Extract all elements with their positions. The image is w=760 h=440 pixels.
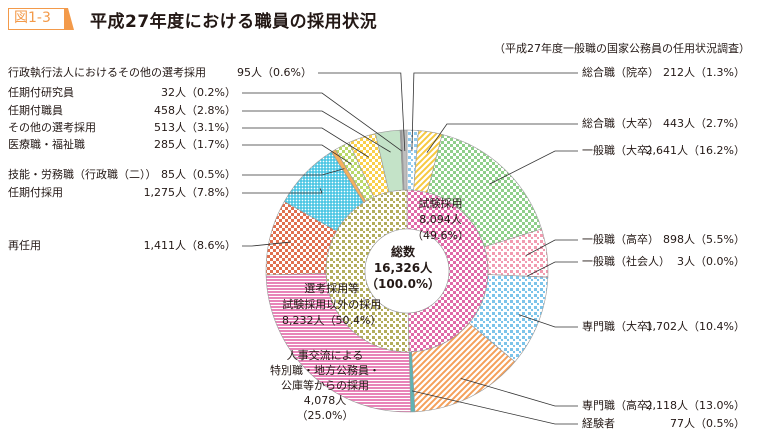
legend-label: 一般職（高卒） [582,233,659,246]
inner-exam-name: 試験採用 [418,197,463,210]
legend-label: 任期付採用 [8,186,63,199]
figure-label: 図1-3 [8,8,68,30]
legend-value: 1,411人（8.6%） [143,239,236,252]
leader-line [242,144,353,165]
legend-label: その他の選考採用 [8,121,96,134]
figure-label-tail [64,8,74,30]
leader-line [518,314,578,328]
exchange-label: 人事交流による 特別職・地方公務員・ 公庫等からの採用 4,078人 （25.0… [270,348,380,423]
leader-line [242,127,370,158]
leader-line [489,150,578,185]
leader-line [242,241,291,247]
legend-label: 医療職・福祉職 [8,138,85,151]
legend-value: 32人（0.2%） [161,86,236,99]
legend-label: 再任用 [8,239,41,252]
inner-label-selection: 選考採用等 試験採用以外の採用 8,232人（50.4%） [282,281,381,329]
legend-value: 212人（1.3%） [663,66,745,79]
legend-value: 2,118人（13.0%） [645,399,745,412]
legend-value: 3人（0.0%） [677,255,745,268]
legend-value: 77人（0.5%） [670,417,745,430]
legend-label: 経験者 [582,417,615,430]
legend-label: 総合職（大卒） [582,117,659,130]
exchange-label-line: 特別職・地方公務員・ [270,364,380,377]
exchange-label-line: （25.0%） [296,409,354,422]
legend-label: 任期付職員 [8,104,63,117]
leader-line [242,110,391,153]
leader-line [242,92,403,152]
exchange-label-line: 人事交流による [286,349,364,362]
legend-label: 専門職（高卒） [582,399,659,412]
center-total-value: 16,326人 [373,261,433,275]
center-total-pct: （100.0%） [366,277,440,291]
legend-value: 285人（1.7%） [154,138,236,151]
center-total: 総数 16,326人 （100.0%） [366,244,440,292]
inner-label-exam: 試験採用 8,094人 （49.6%） [412,196,469,244]
legend-value: 95人（0.6%） [237,66,312,79]
chart-title: 平成27年度における職員の採用状況 [90,12,378,32]
center-total-label: 総数 [390,245,415,259]
leader-line [426,123,578,153]
leader-line [411,72,578,152]
legend-value: 1,702人（10.4%） [645,320,745,333]
legend-value: 2,641人（16.2%） [645,144,745,157]
legend-label: 行政執行法人におけるその他の選考採用 [8,66,206,79]
leader-line [525,239,578,256]
exchange-label-line: 4,078人 [303,394,347,407]
legend-label: 一般職（大卒） [582,144,659,157]
inner-selection-name2: 試験採用以外の採用 [282,298,382,311]
leader-line [242,168,345,176]
legend-value: 443人（2.7%） [663,117,745,130]
leader-line [460,377,578,407]
legend-value: 898人（5.5%） [663,233,745,246]
inner-exam-pct: （49.6%） [412,229,469,242]
legend-value: 1,275人（7.8%） [143,186,236,199]
center-hole [364,228,450,314]
leader-line [526,261,578,277]
leader-line [411,390,578,425]
legend-label: 技能・労務職（行政職（二）） [8,168,157,181]
inner-selection-value: 8,232人（50.4%） [282,314,382,327]
legend-label: 専門職（大卒） [582,320,659,333]
legend-label: 任期付研究員 [8,86,74,99]
inner-exam-value: 8,094人 [419,213,462,226]
legend-value: 513人（3.1%） [154,121,236,134]
exchange-label-line: 公庫等からの採用 [281,379,369,392]
inner-selection-name: 選考採用等 [304,282,360,295]
legend-value: 458人（2.8%） [154,104,236,117]
leader-line [242,188,323,194]
leader-line [318,72,406,152]
chart-source: （平成27年度一般職の国家公務員の任用状況調査） [494,42,750,55]
legend-value: 85人（0.5%） [161,168,236,181]
legend-label: 総合職（院卒） [582,66,659,79]
legend-label: 一般職（社会人） [582,255,670,268]
